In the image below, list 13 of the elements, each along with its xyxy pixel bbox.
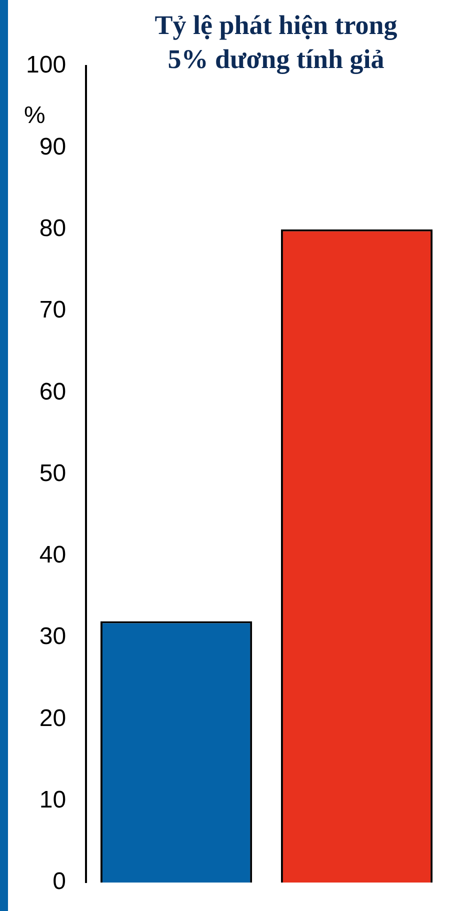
y-tick-label: 80 <box>39 214 66 242</box>
y-tick-label: 30 <box>39 623 66 650</box>
y-tick-label: 90 <box>39 133 66 160</box>
y-tick-label: 100 <box>26 52 66 79</box>
y-tick-label: 70 <box>39 296 66 324</box>
y-tick-label: 10 <box>39 786 66 814</box>
y-tick-label: 20 <box>39 704 66 732</box>
y-tick-label: 50 <box>39 460 66 487</box>
y-tick-label: 40 <box>39 542 66 569</box>
y-tick-label: 60 <box>39 378 66 406</box>
y-axis-title: % <box>24 102 46 130</box>
chart-title: Tỷ lệ phát hiện trong 5% dương tính giả <box>154 9 398 76</box>
y-tick-label: 0 <box>52 868 66 896</box>
